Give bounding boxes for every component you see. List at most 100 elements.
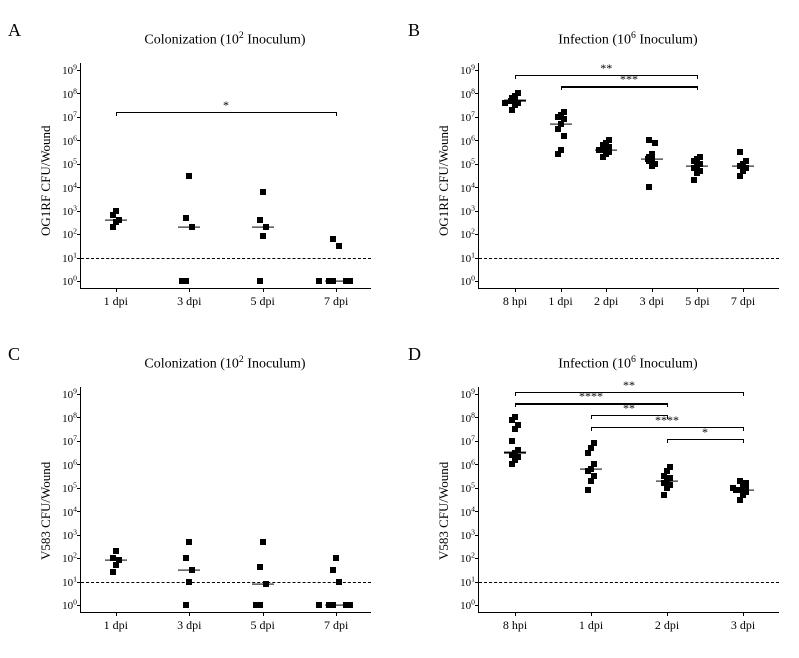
y-tick-mark <box>475 488 479 489</box>
y-tick-mark <box>77 394 81 395</box>
data-point <box>110 569 116 575</box>
median-bar <box>325 280 347 281</box>
median-bar <box>325 604 347 605</box>
y-tick-mark <box>77 140 81 141</box>
median-bar <box>105 560 127 561</box>
significance-bar-end <box>515 392 516 396</box>
median-bar <box>178 569 200 570</box>
panel-label-a: A <box>8 20 21 41</box>
data-point <box>183 555 189 561</box>
y-tick-mark <box>77 417 81 418</box>
median-bar <box>595 149 617 150</box>
x-tick-mark <box>652 288 653 292</box>
y-tick-mark <box>475 164 479 165</box>
x-tick-mark <box>561 288 562 292</box>
data-point <box>316 278 322 284</box>
data-point <box>591 473 597 479</box>
significance-bar-end <box>515 75 516 79</box>
y-tick-mark <box>475 140 479 141</box>
significance-label: *** <box>620 72 638 87</box>
data-point <box>113 548 119 554</box>
y-tick-mark <box>475 93 479 94</box>
significance-bar-end <box>336 112 337 116</box>
y-tick-mark <box>475 417 479 418</box>
significance-bar-end <box>743 392 744 396</box>
plot-area-b: 1001011021031041051061071081098 hpi1 dpi… <box>478 63 779 289</box>
detection-limit-line <box>81 582 371 583</box>
significance-label: **** <box>579 389 603 404</box>
y-tick-mark <box>475 511 479 512</box>
data-point <box>646 184 652 190</box>
detection-limit-line <box>479 582 779 583</box>
x-tick-mark <box>336 612 337 616</box>
figure-container: A Colonization (102 Inoculum) 100101102103… <box>0 0 799 658</box>
data-point <box>347 278 353 284</box>
y-tick-mark <box>77 605 81 606</box>
significance-label: * <box>223 98 229 113</box>
x-tick-mark <box>697 288 698 292</box>
y-tick-mark <box>475 187 479 188</box>
x-tick-mark <box>116 612 117 616</box>
data-point <box>691 177 697 183</box>
x-tick-mark <box>336 288 337 292</box>
data-point <box>561 133 567 139</box>
y-tick-mark <box>475 605 479 606</box>
data-point <box>743 480 749 486</box>
y-tick-mark <box>475 234 479 235</box>
y-axis-label: OG1RF CFU/Wound <box>436 125 452 236</box>
y-tick-mark <box>77 488 81 489</box>
panel-label-d: D <box>408 344 421 365</box>
data-point <box>186 579 192 585</box>
data-point <box>333 555 339 561</box>
y-tick-mark <box>77 234 81 235</box>
significance-bar-end <box>561 86 562 90</box>
y-tick-mark <box>77 535 81 536</box>
y-tick-mark <box>475 281 479 282</box>
data-point <box>183 215 189 221</box>
y-tick-mark <box>475 535 479 536</box>
significance-label: ** <box>623 378 635 393</box>
panel-label-c: C <box>8 344 20 365</box>
x-tick-mark <box>263 612 264 616</box>
x-tick-mark <box>189 288 190 292</box>
data-point <box>649 151 655 157</box>
median-bar <box>178 226 200 227</box>
data-point <box>253 602 259 608</box>
median-bar <box>504 452 526 453</box>
significance-label: **** <box>655 413 679 428</box>
median-bar <box>732 166 754 167</box>
data-point <box>347 602 353 608</box>
data-point <box>515 90 521 96</box>
data-point <box>606 137 612 143</box>
plot-area-a: 1001011021031041051061071081091 dpi3 dpi… <box>80 63 371 289</box>
data-point <box>257 217 263 223</box>
x-tick-mark <box>515 612 516 616</box>
data-point <box>737 149 743 155</box>
median-bar <box>550 123 572 124</box>
significance-bar-end <box>667 439 668 443</box>
y-tick-mark <box>77 558 81 559</box>
significance-label: * <box>702 425 708 440</box>
panel-title-c: Colonization (102 Inoculum) <box>80 354 370 373</box>
y-axis-label: V583 CFU/Wound <box>436 461 452 559</box>
data-point <box>260 233 266 239</box>
y-axis-label: V583 CFU/Wound <box>38 461 54 559</box>
x-tick-mark <box>667 612 668 616</box>
detection-limit-line <box>81 258 371 259</box>
data-point <box>515 422 521 428</box>
data-point <box>646 137 652 143</box>
significance-bar-end <box>515 403 516 407</box>
y-axis-label: OG1RF CFU/Wound <box>38 125 54 236</box>
data-point <box>260 189 266 195</box>
significance-bar-end <box>667 403 668 407</box>
data-point <box>558 147 564 153</box>
data-point <box>512 414 518 420</box>
data-point <box>591 440 597 446</box>
data-point <box>591 461 597 467</box>
panel-title-a: Colonization (102 Inoculum) <box>80 30 370 49</box>
significance-bar-end <box>591 415 592 419</box>
y-tick-mark <box>77 441 81 442</box>
median-bar <box>252 226 274 227</box>
y-tick-mark <box>475 211 479 212</box>
x-tick-mark <box>606 288 607 292</box>
